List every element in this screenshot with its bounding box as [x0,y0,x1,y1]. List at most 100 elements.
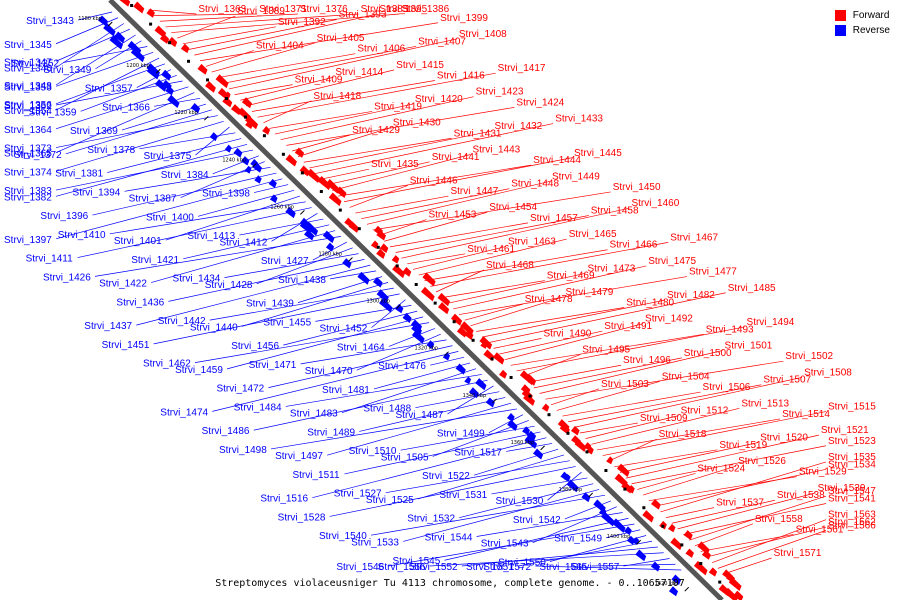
forward-gene-arrow [693,560,708,576]
forward-leader-line [522,354,581,377]
forward-gene-label: Strvi_1523 [828,436,876,447]
forward-leader-line [355,195,449,214]
reverse-leader-line [388,328,435,347]
axis-tick [636,539,642,545]
axis-marker [661,524,665,528]
reverse-gene-arrow [464,376,472,385]
legend: Forward Reverse [834,8,890,38]
reverse-gene-label: Strvi_1362 [4,101,52,112]
reverse-gene-label: Strvi_1365 [4,149,52,160]
forward-leader-line [625,434,819,479]
legend-reverse: Reverse [834,23,890,38]
axis-marker [395,264,399,268]
forward-gene-label: Strvi_1502 [785,351,833,362]
axis-marker [130,4,134,7]
forward-leader-line [516,326,745,372]
reverse-gene-label: Strvi_1374 [4,167,52,178]
reverse-gene-label: Strvi_1381 [55,169,103,180]
reverse-gene-label: Strvi_1411 [26,254,74,265]
forward-leader-line [666,507,715,518]
forward-gene-arrow [460,321,474,336]
reverse-gene-label: Strvi_1481 [322,385,370,396]
forward-gene-label: Strvi_1393 [339,9,387,20]
reverse-gene-label: Strvi_1394 [73,187,121,198]
reverse-gene-arrow [233,147,243,158]
reverse-gene-label: Strvi_1373 [4,144,52,155]
forward-gene-arrow [376,248,386,259]
reverse-leader-line [165,195,300,241]
forward-gene-label: Strvi_1480 [626,297,674,308]
reverse-gene-arrow [114,31,126,44]
reverse-gene-arrow [304,221,319,236]
reverse-gene-arrow [269,194,278,204]
forward-gene-label: Strvi_1521 [821,425,869,436]
forward-gene-label: Strvi_1490 [544,328,592,339]
forward-gene-label: Strvi_1539 [818,483,866,494]
forward-gene-label: Strvi_1460 [631,198,679,209]
forward-leader-line [372,191,611,231]
forward-gene-label: Strvi_1500 [684,348,732,359]
forward-leader-line [539,350,723,394]
forward-leader-line [481,299,666,338]
reverse-gene-label: Strvi_1516 [260,494,308,505]
forward-leader-line [378,219,427,236]
reverse-leader-line [107,138,242,173]
forward-gene-arrow [317,175,331,191]
reverse-leader-line [283,310,418,346]
reverse-leader-line [403,489,600,542]
reverse-leader-line [195,126,230,156]
axis-marker [509,376,513,379]
forward-gene-label: Strvi_1414 [335,67,383,78]
reverse-gene-label: Strvi_1543 [481,539,529,550]
forward-gene-arrow [205,81,216,93]
forward-gene-arrow [244,115,259,130]
reverse-gene-arrow [97,15,108,27]
forward-gene-arrow [492,352,505,365]
forward-leader-line [303,137,452,163]
reverse-leader-line [270,408,518,450]
forward-leader-line [631,445,827,485]
forward-gene-label: Strvi_1508 [804,367,852,378]
forward-gene-label: Strvi_1406 [357,44,405,55]
forward-leader-line [430,242,669,287]
reverse-gene-label: Strvi_1412 [219,237,267,248]
reverse-gene-label: Strvi_1440 [190,322,238,333]
forward-gene-label: Strvi_1448 [511,179,559,190]
forward-leader-line [637,473,696,490]
forward-gene-arrow [370,240,379,249]
forward-gene-label: Strvi_1513 [741,398,789,409]
forward-gene-arrow [180,43,190,54]
reverse-leader-line [92,172,277,216]
forward-leader-line [401,207,630,259]
reverse-leader-line [341,368,477,413]
forward-gene-label: Strvi_1433 [555,114,603,125]
axis-tick-label: 1380 kbp [559,487,583,493]
axis-tick-label: 1300 kbp [366,299,390,305]
reverse-gene-arrow [155,79,167,92]
reverse-leader-line [55,149,254,191]
axis-marker [433,301,437,305]
reverse-gene-label: Strvi_1396 [40,211,88,222]
forward-leader-line [211,42,315,73]
forward-gene-label: Strvi_1386 [401,4,449,15]
axis-marker [547,413,551,417]
reverse-gene-label: Strvi_1427 [261,256,309,267]
forward-leader-line [343,157,573,203]
forward-gene-arrow [670,537,683,551]
forward-gene-label: Strvi_1417 [498,63,546,74]
reverse-gene-arrow [130,47,145,63]
forward-gene-label: Strvi_1558 [755,514,803,525]
reverse-gene-arrow [372,276,383,288]
axis-tick [300,210,305,215]
reverse-leader-line [359,397,506,432]
reverse-gene-arrow [506,413,515,422]
forward-gene-label: Strvi_1514 [782,409,830,420]
backbone [108,0,724,600]
reverse-leader-line [591,563,676,567]
forward-leader-line [176,15,236,39]
reverse-gene-label: Strvi_1498 [219,445,267,456]
reverse-leader-line [55,17,119,45]
forward-leader-line [712,519,827,564]
forward-gene-label: Strvi_1404 [256,40,304,51]
